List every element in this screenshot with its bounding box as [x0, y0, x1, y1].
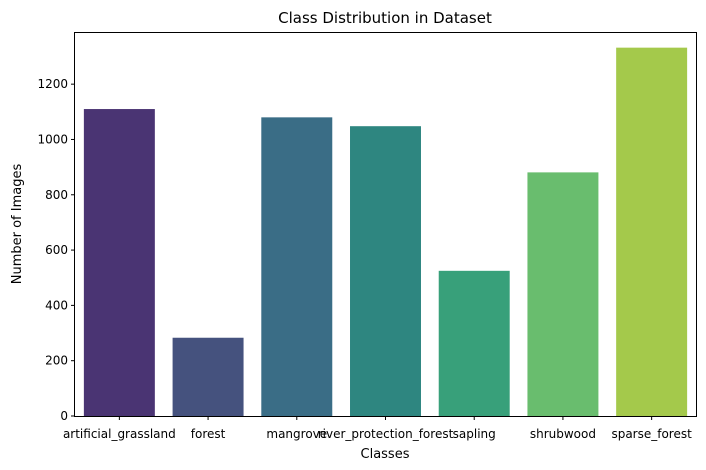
x-tick-label: shrubwood [530, 427, 596, 441]
x-tick-label: mangrove [266, 427, 327, 441]
bar-forest [172, 337, 244, 416]
x-axis-label: Classes [361, 447, 410, 462]
y-tick-label: 800 [45, 188, 68, 202]
bar-artificial-grassland [83, 109, 155, 416]
bar-sparse-forest [616, 47, 688, 417]
y-axis-label: Number of Images [10, 164, 25, 285]
x-axis: artificial_grassland forest mangroveriver_… [63, 416, 692, 441]
x-tick-label: sparse_forest [611, 427, 692, 441]
bar-mangrove [261, 117, 333, 416]
y-tick-label: 1000 [37, 132, 68, 146]
y-tick-label: 0 [60, 409, 68, 423]
x-tick-label: sapling [453, 427, 496, 441]
chart-title: Class Distribution in Dataset [278, 9, 492, 27]
y-tick-label: 600 [45, 243, 68, 257]
x-tick-label: river_protection_forest [318, 427, 454, 441]
plot-frame [74, 32, 697, 417]
bar-river-protection-forest [350, 126, 421, 417]
y-axis: 0 200 400 600 800 1000 1200 [37, 77, 75, 423]
x-tick-label: artificial_grassland [63, 427, 176, 441]
y-tick-label: 400 [45, 298, 68, 312]
bar-shrubwood [527, 172, 599, 416]
bar-sapling [438, 270, 510, 416]
x-tick-label: forest [191, 427, 226, 441]
y-tick-label: 200 [45, 354, 68, 368]
y-tick-label: 1200 [37, 77, 68, 91]
bars-group [83, 47, 688, 417]
